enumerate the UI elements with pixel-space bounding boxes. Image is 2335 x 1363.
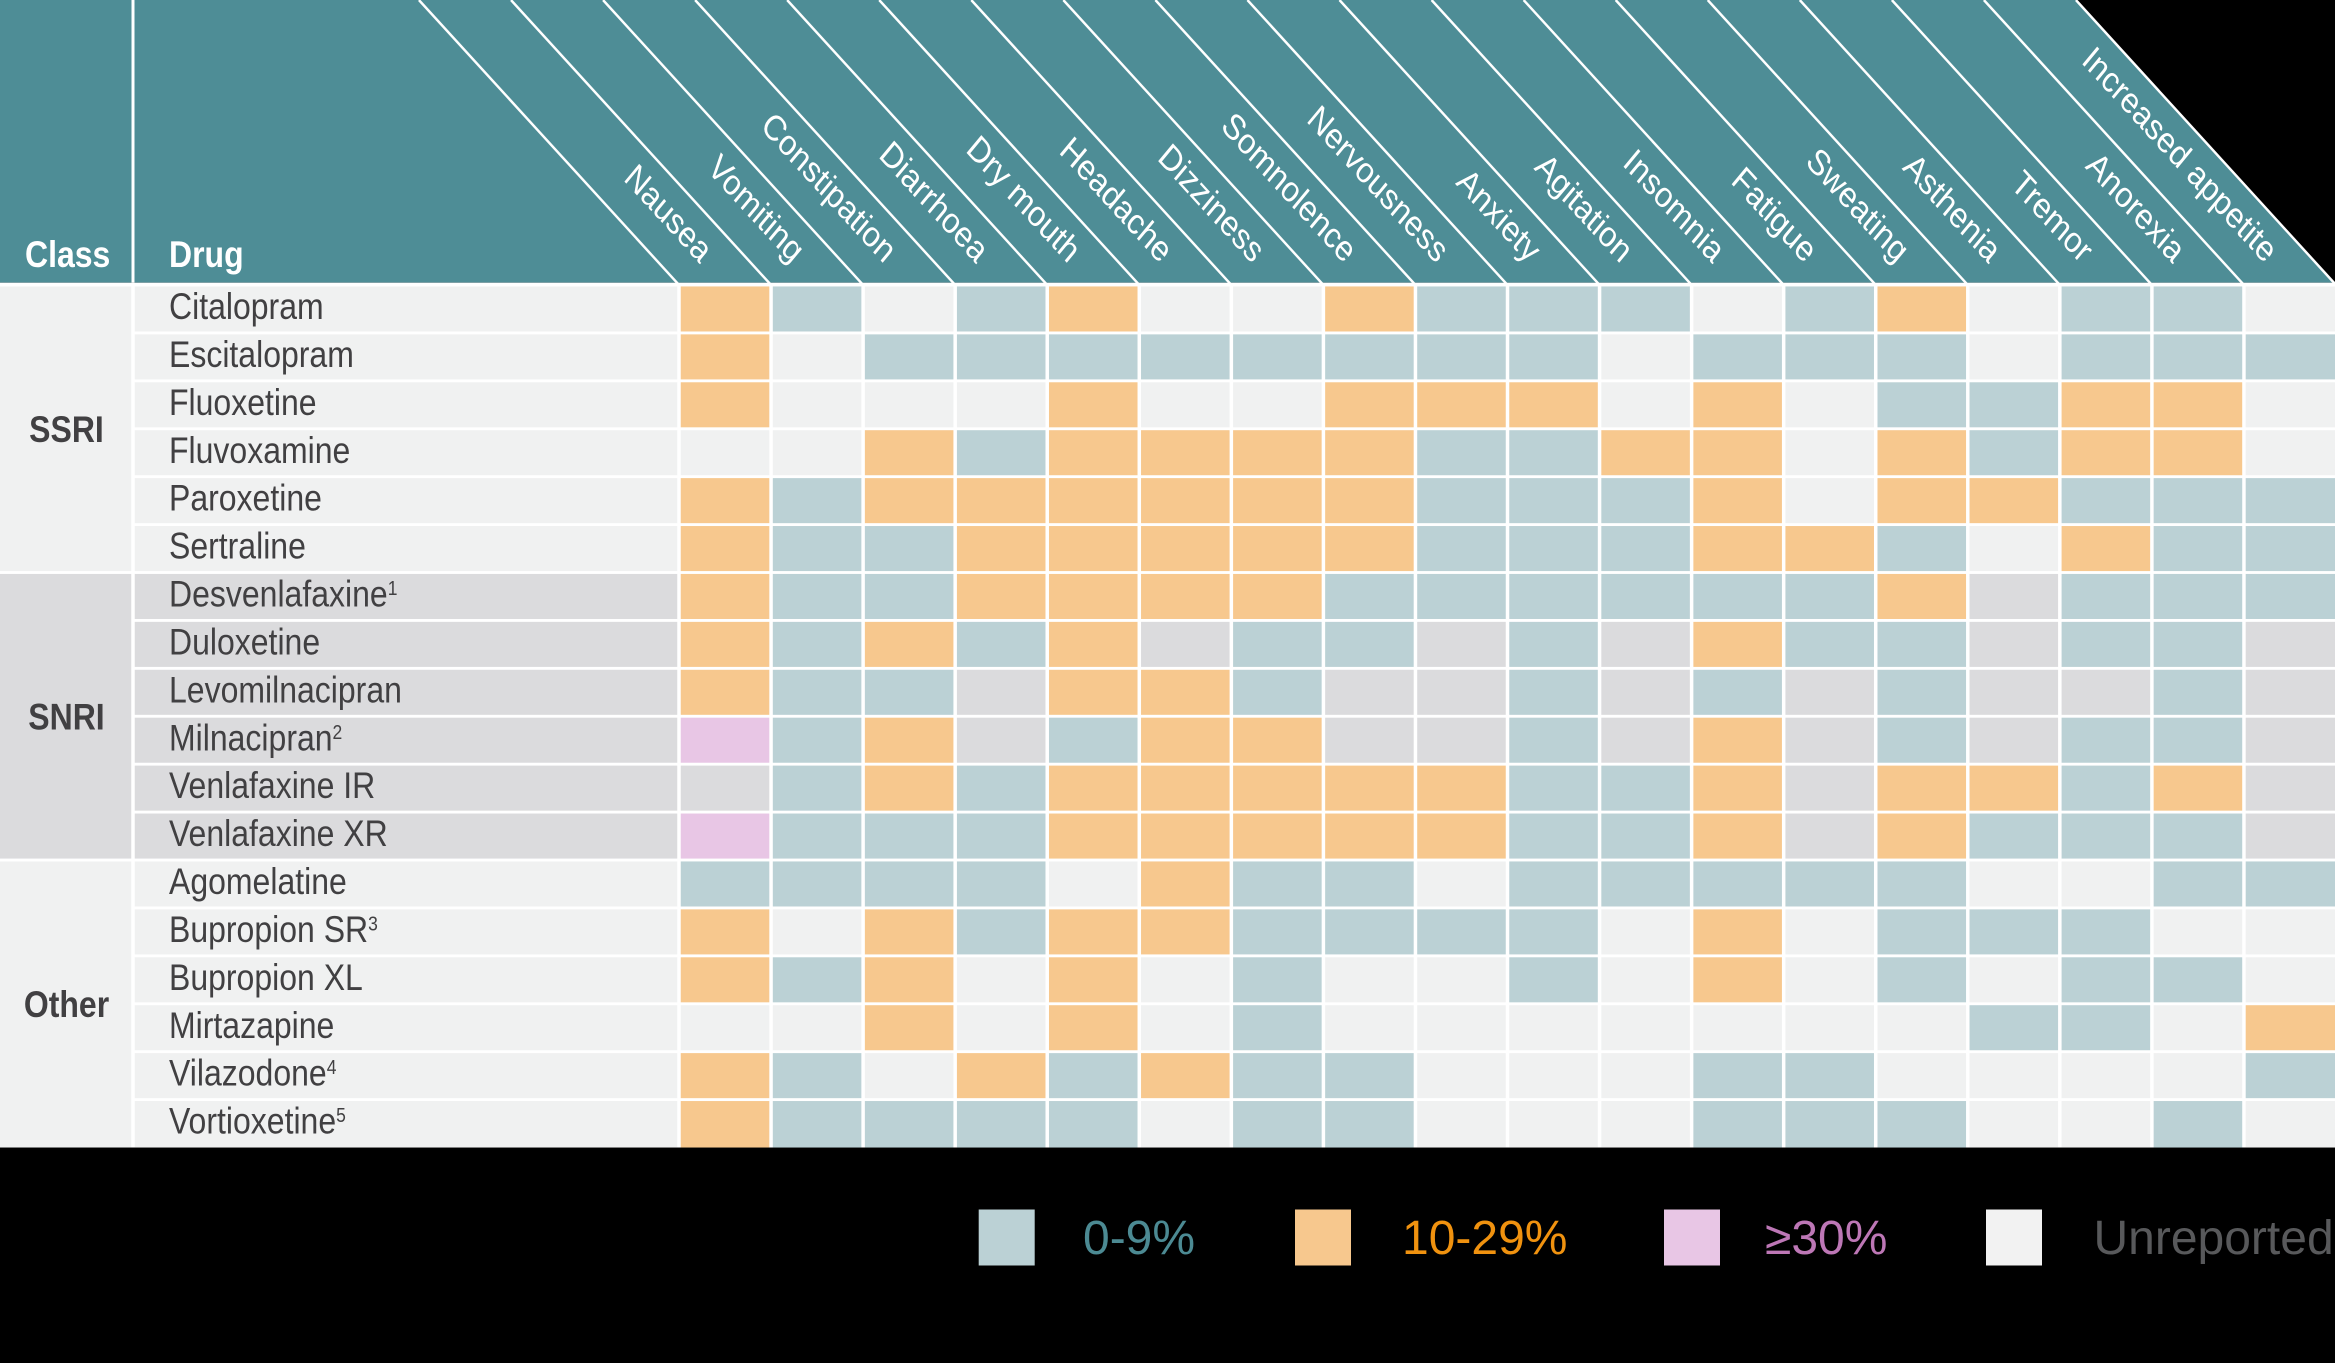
- svg-text:Fluvoxamine: Fluvoxamine: [169, 431, 350, 472]
- svg-text:≥30%: ≥30%: [1765, 1212, 1887, 1265]
- svg-text:Duloxetine: Duloxetine: [169, 622, 320, 663]
- svg-text:Desvenlafaxine1: Desvenlafaxine1: [169, 575, 397, 616]
- svg-text:SSRI: SSRI: [29, 410, 104, 451]
- svg-text:Citalopram: Citalopram: [169, 287, 324, 328]
- svg-text:Unreported: Unreported: [2094, 1212, 2334, 1265]
- svg-text:Class: Class: [25, 235, 110, 276]
- svg-text:Escitalopram: Escitalopram: [169, 335, 354, 376]
- svg-text:Milnacipran2: Milnacipran2: [169, 718, 342, 759]
- svg-text:Other: Other: [24, 985, 109, 1026]
- svg-text:SNRI: SNRI: [28, 698, 104, 739]
- svg-text:Venlafaxine XR: Venlafaxine XR: [169, 814, 388, 855]
- svg-text:Bupropion XL: Bupropion XL: [169, 958, 363, 999]
- svg-text:Drug: Drug: [169, 235, 244, 276]
- svg-text:0-9%: 0-9%: [1083, 1212, 1195, 1265]
- svg-text:Paroxetine: Paroxetine: [169, 479, 322, 520]
- svg-text:Venlafaxine IR: Venlafaxine IR: [169, 766, 375, 807]
- svg-text:Agomelatine: Agomelatine: [169, 862, 347, 903]
- svg-text:Mirtazapine: Mirtazapine: [169, 1006, 334, 1047]
- svg-text:10-29%: 10-29%: [1402, 1212, 1567, 1265]
- svg-text:Vilazodone4: Vilazodone4: [169, 1054, 336, 1095]
- svg-text:Fluoxetine: Fluoxetine: [169, 383, 317, 424]
- svg-text:Levomilnacipran: Levomilnacipran: [169, 670, 402, 711]
- svg-text:Bupropion SR3: Bupropion SR3: [169, 910, 378, 951]
- svg-text:Sertraline: Sertraline: [169, 527, 306, 568]
- svg-text:Vortioxetine5: Vortioxetine5: [169, 1102, 346, 1143]
